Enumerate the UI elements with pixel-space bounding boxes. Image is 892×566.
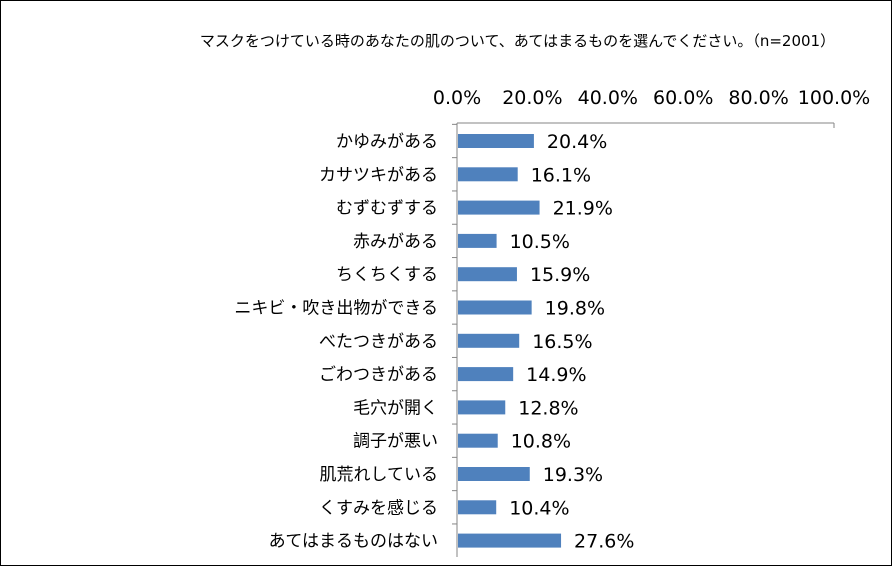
data-label: 10.5%	[510, 231, 570, 253]
category-label: あてはまるものはない	[269, 532, 438, 552]
data-label: 12.8%	[518, 397, 578, 419]
data-label: 10.4%	[509, 497, 569, 519]
category-label: 毛穴が開く	[353, 398, 438, 418]
bar	[458, 500, 497, 515]
bar	[458, 367, 514, 382]
bar	[458, 433, 498, 448]
x-tick-label: 100.0%	[798, 87, 870, 109]
bar	[458, 533, 562, 548]
x-tick-label: 60.0%	[653, 87, 713, 109]
data-label: 19.3%	[543, 464, 603, 486]
bar	[458, 134, 534, 148]
bar	[458, 400, 506, 415]
category-label: くすみを感じる	[319, 498, 438, 518]
bar	[458, 167, 518, 182]
bar	[458, 233, 497, 248]
category-label: べたつきがある	[319, 332, 438, 352]
x-tick-label: 20.0%	[502, 87, 562, 109]
category-label: 肌荒れしている	[320, 465, 439, 485]
bar	[458, 333, 520, 348]
bar	[458, 267, 517, 282]
x-tick-label: 80.0%	[728, 87, 788, 109]
data-label: 21.9%	[553, 198, 613, 220]
category-label: 赤みがある	[353, 232, 438, 252]
data-label: 16.5%	[532, 331, 592, 353]
category-label: カサツキがある	[319, 165, 438, 185]
data-label: 19.8%	[545, 298, 605, 320]
category-label: ちくちくする	[336, 265, 438, 285]
x-tick-label: 40.0%	[578, 87, 638, 109]
data-label: 15.9%	[530, 264, 590, 286]
data-label: 14.9%	[526, 364, 586, 386]
category-label: 調子が悪い	[353, 432, 438, 452]
chart-title: マスクをつけている時のあなたの肌のついて、あてはまるものを選んでください。（n=…	[199, 32, 836, 50]
data-label: 16.1%	[531, 164, 591, 186]
data-label: 10.8%	[511, 431, 571, 453]
bar	[458, 467, 530, 481]
bar	[458, 200, 540, 215]
bar	[458, 300, 532, 315]
category-label: かゆみがある	[336, 132, 438, 152]
x-tick-label: 0.0%	[433, 87, 481, 109]
category-label: ニキビ・吹き出物ができる	[234, 299, 438, 319]
data-label: 27.6%	[574, 531, 634, 553]
category-label: むずむずする	[336, 199, 438, 219]
category-label: ごわつきがある	[319, 365, 438, 385]
data-label: 20.4%	[547, 131, 607, 153]
